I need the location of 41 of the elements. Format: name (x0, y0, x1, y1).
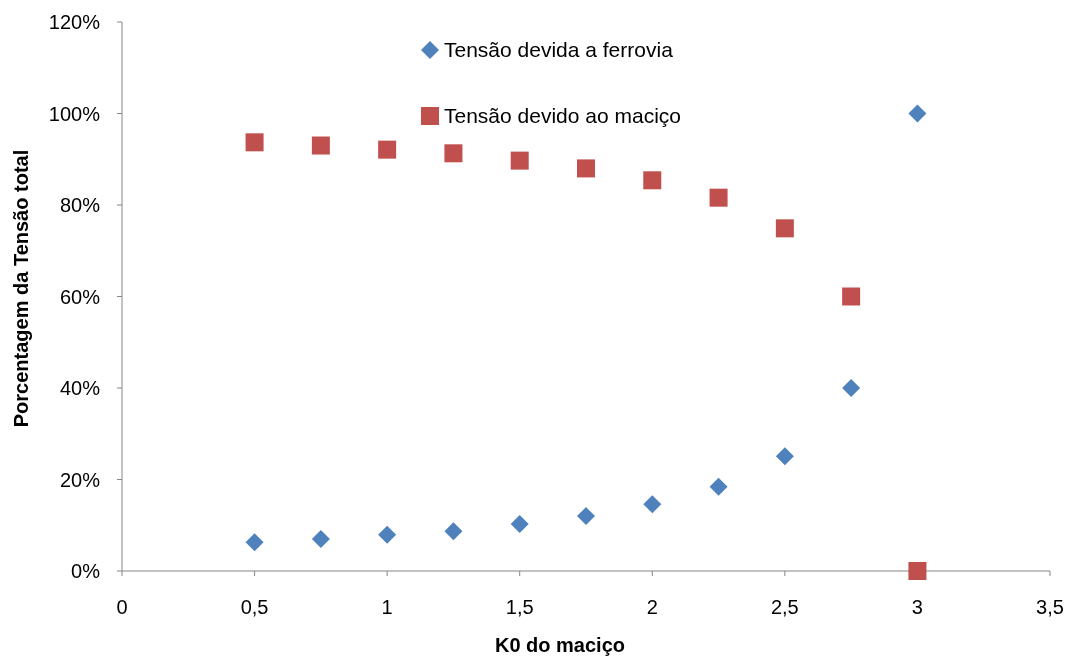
x-tick-label: 3,5 (1036, 596, 1064, 618)
point (510, 514, 529, 533)
point (577, 159, 595, 178)
x-tick-label: 1 (381, 596, 393, 618)
point (311, 136, 330, 155)
point (378, 525, 397, 544)
point (709, 188, 728, 207)
x-axis-title: K0 do maciço (494, 634, 626, 656)
y-tick-label: 20% (59, 468, 101, 491)
point (842, 287, 861, 306)
x-tick-label: 1,5 (505, 596, 534, 618)
x-tick-label: 3 (911, 596, 923, 618)
point (245, 533, 264, 552)
y-tick-label: 60% (59, 285, 101, 308)
point (577, 507, 595, 526)
point (842, 379, 861, 397)
point (775, 447, 794, 466)
x-tick-label: 2,5 (770, 596, 799, 618)
point (908, 104, 927, 123)
x-tick-label: 2 (646, 596, 658, 618)
x-tick-label: 0,5 (240, 596, 269, 618)
point (709, 477, 728, 496)
point (643, 171, 662, 190)
point (444, 522, 463, 541)
legend-label: Tensão devido ao maciço (444, 104, 681, 128)
point (444, 144, 463, 163)
point (245, 133, 264, 152)
point (378, 140, 397, 159)
y-tick-label: 40% (59, 377, 101, 399)
y-tick-label: 0% (71, 560, 101, 582)
legend-label: Tensão devida a ferrovia (444, 38, 674, 62)
y-tick-label: 80% (59, 194, 101, 216)
x-tick-label: 0 (116, 596, 128, 618)
y-tick-label: 120% (48, 11, 101, 33)
point (643, 495, 662, 514)
point (510, 151, 529, 170)
point (775, 219, 794, 238)
y-tick-label: 100% (48, 102, 101, 125)
point (311, 529, 330, 548)
point (908, 562, 927, 580)
y-axis-title: Porcentagem da Tensão total (10, 149, 32, 428)
